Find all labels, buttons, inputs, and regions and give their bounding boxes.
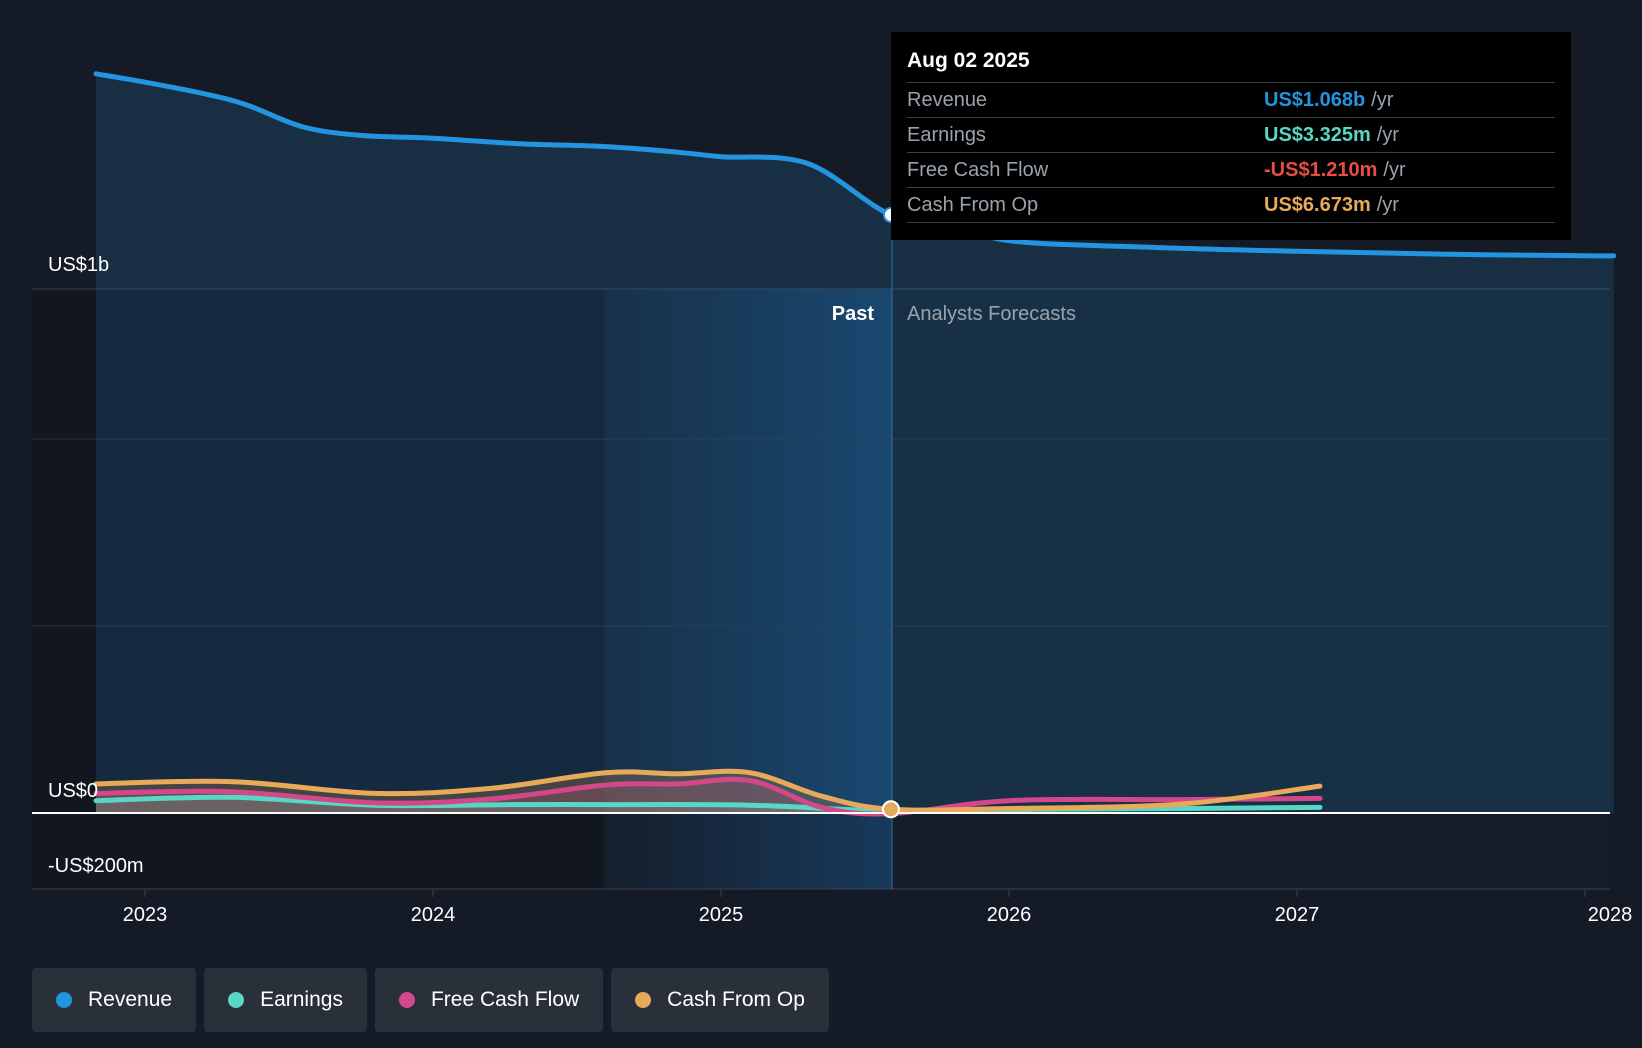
legend: Revenue Earnings Free Cash Flow Cash Fro… xyxy=(32,968,829,1032)
tooltip: Aug 02 2025 Revenue US$1.068b /yr Earnin… xyxy=(891,32,1571,240)
x-tick-label: 2025 xyxy=(699,904,744,926)
legend-item-revenue[interactable]: Revenue xyxy=(32,968,197,1032)
cash-from-op-marker xyxy=(881,800,900,819)
tooltip-row-free-cash-flow: Free Cash Flow -US$1.210m /yr xyxy=(907,152,1555,187)
past-highlight-band xyxy=(604,289,892,889)
legend-dot-icon xyxy=(56,992,72,1008)
y-label-bottom: -US$200m xyxy=(48,855,144,877)
tooltip-row-earnings: Earnings US$3.325m /yr xyxy=(907,117,1555,152)
tooltip-unit: /yr xyxy=(1371,89,1394,111)
revenue-line xyxy=(93,71,1617,259)
past-label: Past xyxy=(832,303,875,325)
tooltip-date: Aug 02 2025 xyxy=(907,49,1030,72)
legend-dot-icon xyxy=(228,992,245,1008)
revenue-area xyxy=(96,73,1614,814)
x-tick-label: 2027 xyxy=(1275,904,1320,926)
tooltip-label: Cash From Op xyxy=(907,194,1039,216)
legend-item-free-cash-flow[interactable]: Free Cash Flow xyxy=(374,968,604,1032)
tooltip-label: Revenue xyxy=(907,89,988,111)
tooltip-unit: /yr xyxy=(1376,124,1399,146)
tooltip-value: US$6.673m xyxy=(1264,194,1371,216)
legend-item-cash-from-op[interactable]: Cash From Op xyxy=(611,968,829,1032)
tooltip-unit: /yr xyxy=(1383,159,1406,181)
y-label-zero: US$0 xyxy=(48,780,98,802)
legend-dot-icon xyxy=(398,992,415,1008)
legend-label: Free Cash Flow xyxy=(430,988,580,1011)
tooltip-row-cash-from-op: Cash From Op US$6.673m /yr xyxy=(907,187,1555,223)
x-tick-label: 2028 xyxy=(1588,904,1633,926)
free-cash-flow-line xyxy=(93,776,1323,817)
tooltip-label: Free Cash Flow xyxy=(907,159,1049,181)
x-tick-label: 2026 xyxy=(987,904,1032,926)
legend-label: Cash From Op xyxy=(667,988,805,1011)
cash-from-op-line xyxy=(93,768,1323,813)
tooltip-value: US$1.068b xyxy=(1264,89,1366,111)
forecast-label: Analysts Forecasts xyxy=(907,303,1076,325)
legend-label: Revenue xyxy=(88,988,173,1011)
tooltip-value: US$3.325m xyxy=(1264,124,1371,146)
tooltip-value: -US$1.210m xyxy=(1264,159,1378,181)
legend-label: Earnings xyxy=(260,988,343,1011)
legend-item-earnings[interactable]: Earnings xyxy=(204,968,367,1032)
legend-dot-icon xyxy=(635,992,652,1008)
forecast-band xyxy=(892,289,1610,889)
y-label-top: US$1b xyxy=(48,254,109,276)
x-tick-label: 2024 xyxy=(411,904,456,926)
tooltip-unit: /yr xyxy=(1376,194,1399,216)
tooltip-row-revenue: Revenue US$1.068b /yr xyxy=(907,82,1555,117)
tooltip-label: Earnings xyxy=(907,124,986,146)
x-tick-label: 2023 xyxy=(123,904,168,926)
